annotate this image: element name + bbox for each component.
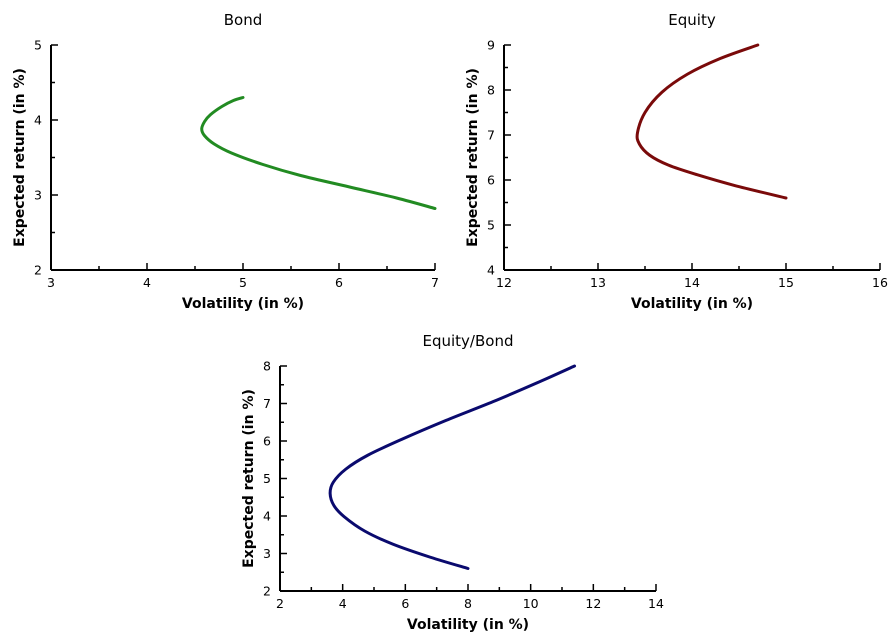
y-tick-label: 7 xyxy=(263,396,271,411)
chart-panel-equity: 12 13 14 15 16 4 5 6 7 8 9 Equity Volatility (in %) E… xyxy=(465,11,888,312)
y-tick-label: 8 xyxy=(263,359,271,374)
series-line-bond-0 xyxy=(200,96,437,210)
y-tick-label: 8 xyxy=(487,83,495,98)
x-tick-label: 4 xyxy=(143,275,151,290)
x-tick-label: 2 xyxy=(276,596,284,611)
chart-title: Bond xyxy=(224,11,263,29)
chart-title: Equity xyxy=(668,11,716,29)
y-tick-label: 4 xyxy=(487,263,495,278)
y-axis-label: Expected return (in %) xyxy=(241,389,257,568)
x-axis-label: Volatility (in %) xyxy=(407,617,529,633)
x-tick-label: 6 xyxy=(335,275,343,290)
x-tick-label: 16 xyxy=(872,275,888,290)
y-tick-label: 2 xyxy=(263,584,271,599)
y-axis-label: Expected return (in %) xyxy=(12,68,28,247)
x-axis-label: Volatility (in %) xyxy=(631,296,753,312)
x-tick-label: 3 xyxy=(47,275,55,290)
y-tick-label: 6 xyxy=(263,434,271,449)
x-tick-label: 14 xyxy=(648,596,664,611)
y-tick-label: 2 xyxy=(34,263,42,278)
y-tick-label: 9 xyxy=(487,38,495,53)
chart-panel-equity-bond: 2 4 6 8 10 12 14 2 3 4 5 6 7 8 Equity/Bond Volatility (… xyxy=(241,332,664,633)
x-tick-label: 12 xyxy=(496,275,512,290)
y-tick-label: 7 xyxy=(487,128,495,143)
y-tick-label: 6 xyxy=(487,173,495,188)
y-tick-label: 5 xyxy=(263,471,271,486)
x-tick-label: 10 xyxy=(523,596,539,611)
series-line-equity-0 xyxy=(635,43,788,200)
x-tick-label: 5 xyxy=(239,275,247,290)
x-tick-label: 15 xyxy=(778,275,794,290)
y-tick-label: 5 xyxy=(34,38,42,53)
x-tick-label: 13 xyxy=(590,275,606,290)
y-tick-label: 5 xyxy=(487,218,495,233)
y-tick-label: 3 xyxy=(34,188,42,203)
series-line-equity-bond-0 xyxy=(328,364,577,570)
chart-title: Equity/Bond xyxy=(423,332,514,350)
x-tick-label: 14 xyxy=(684,275,700,290)
y-tick-label: 3 xyxy=(263,546,271,561)
y-axis-label: Expected return (in %) xyxy=(465,68,481,247)
x-tick-label: 8 xyxy=(464,596,472,611)
y-tick-label: 4 xyxy=(34,113,42,128)
x-tick-label: 6 xyxy=(401,596,409,611)
x-tick-label: 4 xyxy=(339,596,347,611)
x-tick-label: 7 xyxy=(431,275,439,290)
x-tick-label: 12 xyxy=(585,596,601,611)
y-tick-label: 4 xyxy=(263,509,271,524)
x-axis-label: Volatility (in %) xyxy=(182,296,304,312)
